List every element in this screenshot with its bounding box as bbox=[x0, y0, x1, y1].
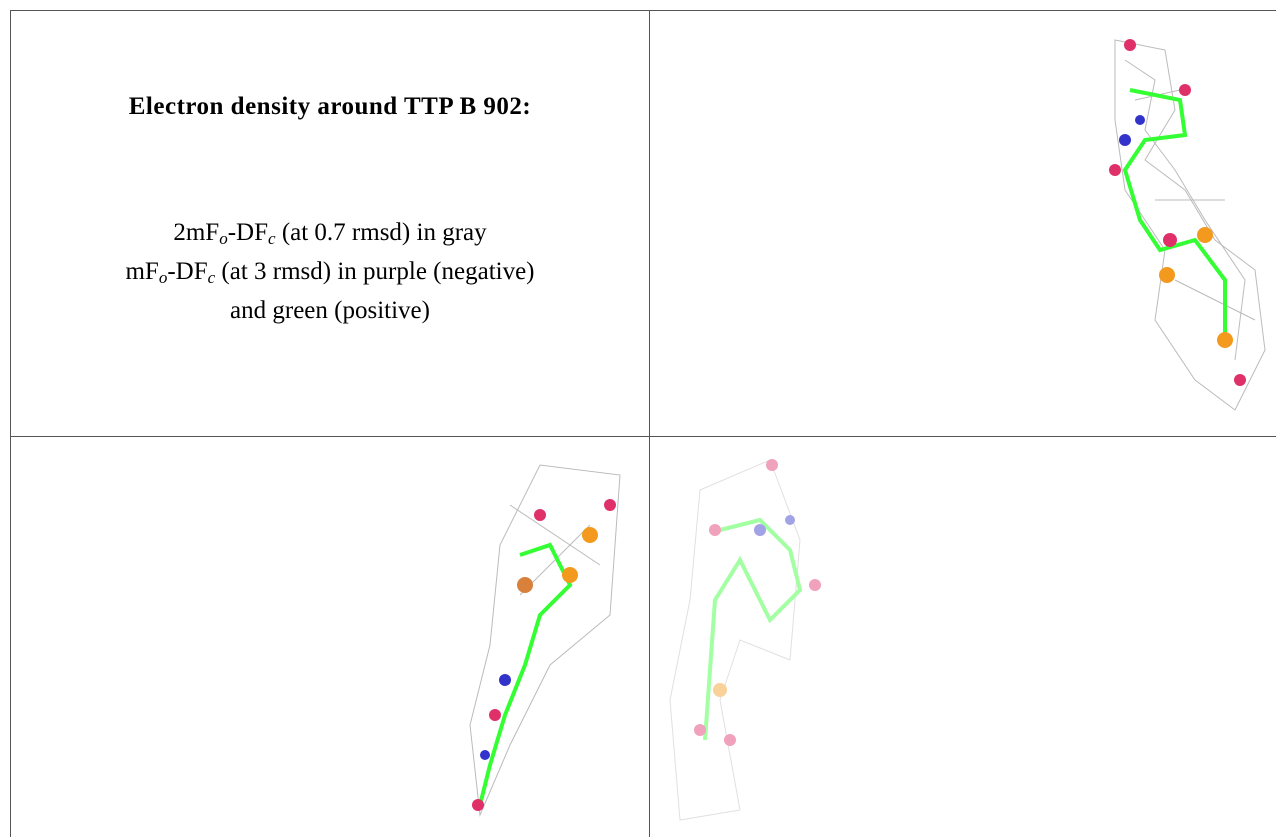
molecule-image bbox=[469, 464, 621, 817]
caption-line: and green (positive) bbox=[11, 291, 649, 330]
text-run: -DF bbox=[227, 219, 269, 246]
caption-title: Electron density around TTP B 902: bbox=[128, 93, 532, 120]
caption-lines: 2mFo-DFc (at 0.7 rmsd) in gray mFo-DFc (a… bbox=[11, 213, 649, 330]
subscript: o bbox=[158, 268, 168, 287]
subscript: c bbox=[268, 229, 276, 248]
table-frame bbox=[10, 10, 1276, 837]
text-run: 2mF bbox=[173, 219, 220, 246]
text-run: mF bbox=[125, 258, 159, 285]
caption-line: 2mFo-DFc (at 0.7 rmsd) in gray bbox=[11, 213, 649, 252]
text-run: (at 0.7 rmsd) in gray bbox=[275, 219, 487, 246]
subscript: c bbox=[207, 268, 216, 287]
text-run: (at 3 rmsd) in purple (negative) bbox=[215, 258, 535, 285]
text-run: -DF bbox=[167, 258, 208, 285]
caption-cell: Electron density around TTP B 902: 2mFo-… bbox=[11, 11, 649, 436]
subscript: o bbox=[219, 229, 228, 248]
caption-line: mFo-DFc (at 3 rmsd) in purple (negative) bbox=[11, 252, 649, 291]
molecule-image bbox=[669, 459, 821, 821]
cell-border bbox=[10, 436, 1276, 437]
cell-border bbox=[649, 10, 650, 837]
molecule-image bbox=[1109, 39, 1266, 411]
text-run: and green (positive) bbox=[230, 297, 430, 324]
